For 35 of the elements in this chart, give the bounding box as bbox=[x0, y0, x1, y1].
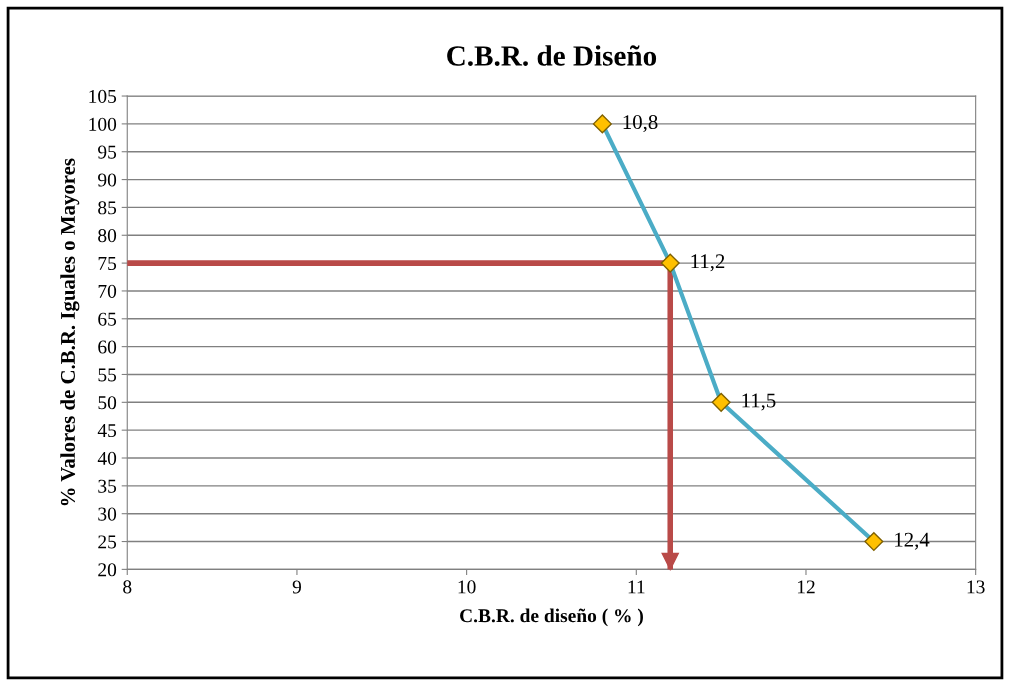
x-tick-label: 10 bbox=[458, 580, 476, 594]
y-tick-label: 80 bbox=[98, 229, 117, 243]
annotation: 11,2 bbox=[691, 254, 725, 272]
y-tick-label: 35 bbox=[98, 479, 117, 493]
annotation: 10,8 bbox=[623, 115, 658, 133]
x-tick-label: 9 bbox=[292, 580, 302, 594]
x-tick-label: 12 bbox=[797, 580, 815, 594]
y-tick-label: 25 bbox=[98, 535, 117, 549]
y-tick-label: 20 bbox=[98, 563, 117, 577]
y-tick-label: 90 bbox=[98, 173, 117, 187]
y-tick-label: 30 bbox=[98, 507, 117, 521]
y-tick-label: 60 bbox=[98, 340, 117, 354]
point bbox=[864, 532, 884, 552]
x-tick-label: 8 bbox=[123, 580, 132, 594]
y-tick-label: 95 bbox=[98, 145, 117, 159]
annotation: 11,5 bbox=[742, 393, 776, 411]
annotation: 12,4 bbox=[895, 532, 930, 550]
chart-title: C.B.R. de Diseño bbox=[447, 45, 657, 66]
y-tick-label: 75 bbox=[98, 257, 117, 271]
y-axis-title: % Valores de C.B.R. Iguales o Mayores bbox=[60, 158, 80, 506]
point bbox=[660, 253, 680, 273]
y-tick-label: 40 bbox=[97, 451, 117, 465]
y-tick-label: 70 bbox=[98, 284, 117, 298]
x-tick-label: 11 bbox=[628, 580, 645, 594]
y-tick-label: 55 bbox=[98, 368, 117, 382]
y-tick-label: 65 bbox=[98, 312, 117, 326]
y-tick-label: 85 bbox=[98, 201, 117, 215]
point bbox=[592, 114, 612, 134]
y-tick-label: 45 bbox=[97, 424, 117, 438]
y-tick-label: 50 bbox=[98, 396, 117, 410]
point bbox=[711, 392, 731, 412]
x-axis-title: C.B.R. de diseño ( % ) bbox=[460, 608, 643, 627]
y-tick-label: 100 bbox=[89, 117, 117, 131]
y-tick-label: 105 bbox=[89, 89, 117, 103]
x-tick-label: 13 bbox=[967, 580, 985, 594]
